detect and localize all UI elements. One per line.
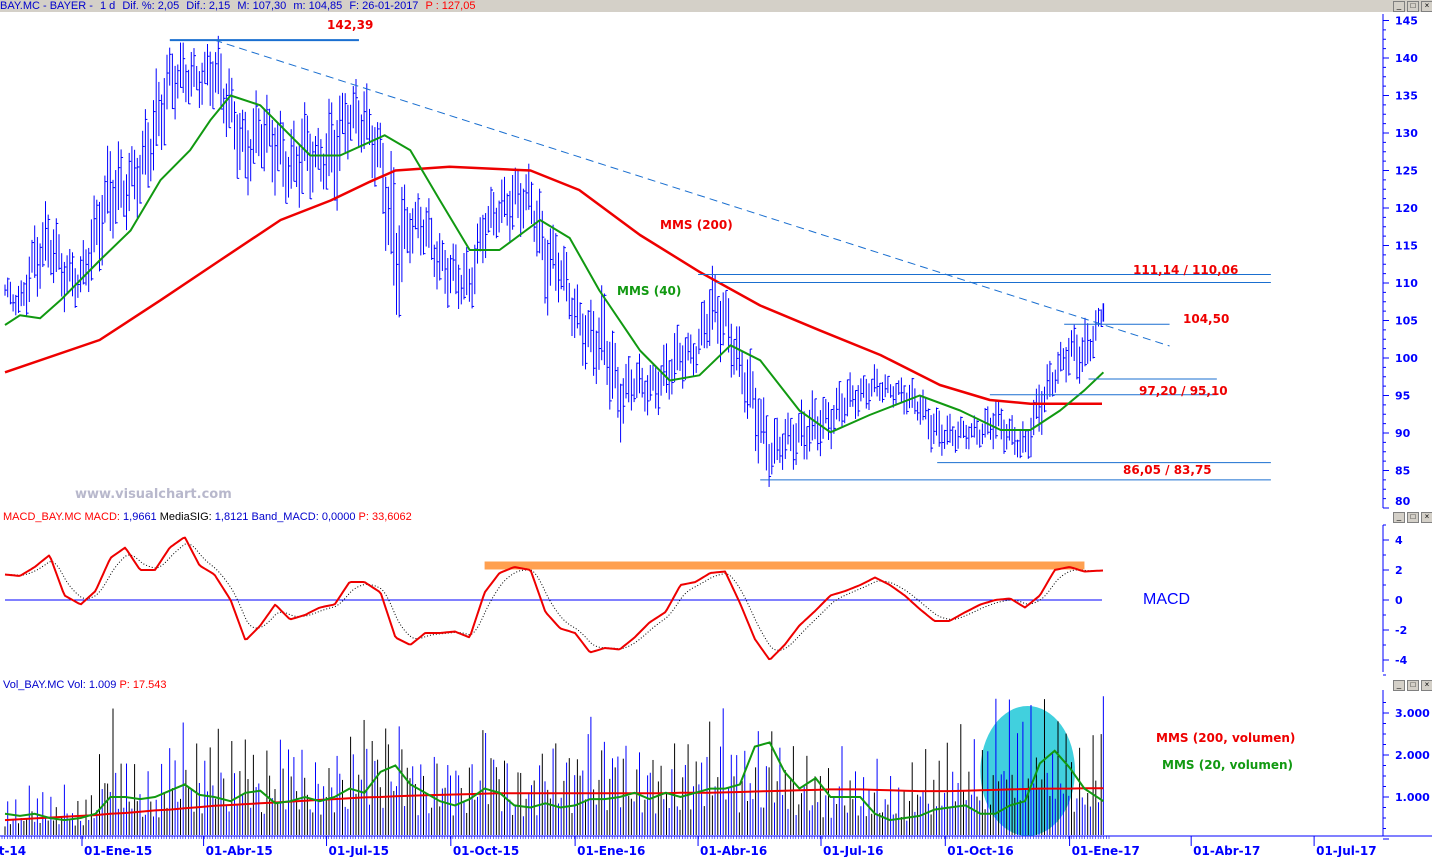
price-axis-label: 135 [1395, 90, 1418, 103]
band-label: Band_MACD: [251, 511, 319, 523]
x-axis-label: 01-Jul-15 [329, 844, 389, 857]
x-axis-label: 01-Oct-14 [0, 844, 26, 857]
close-button[interactable]: × [1421, 680, 1432, 691]
x-axis-label: 01-Oct-16 [947, 844, 1013, 857]
x-axis-label: 01-Abr-16 [700, 844, 767, 857]
symbol-label: BAY.MC - BAYER - [0, 0, 93, 12]
x-axis-label: 01-Jul-17 [1316, 844, 1376, 857]
volume-value: 1.009 [88, 679, 117, 691]
price-axis-label: 115 [1395, 240, 1418, 253]
macd-header: MACD_BAY.MC MACD: 1,9661 MediaSIG: 1,812… [3, 511, 412, 523]
price-panel [4, 35, 1271, 487]
price-axis-label: 120 [1395, 202, 1418, 215]
price-axis-label: 125 [1395, 165, 1418, 178]
x-axis-label: 01-Jul-16 [823, 844, 883, 857]
min-label: m: 104,85 [293, 0, 343, 12]
price-axis-label: 85 [1395, 465, 1410, 478]
price-axis-label: 80 [1395, 495, 1411, 508]
macd-axis-label: -2 [1395, 624, 1407, 637]
downtrend-line [214, 39, 1170, 347]
band-value: 0,0000 [321, 511, 356, 523]
x-axis-label: 01-Oct-15 [453, 844, 519, 857]
volume-mms20-line [4, 741, 1104, 822]
macd-axis-label: -4 [1395, 654, 1408, 667]
x-axis-label: 01-Abr-17 [1193, 844, 1260, 857]
macd-value: 1,9661 [123, 511, 157, 523]
period-label: 1 d [99, 0, 116, 12]
volume-mms200-line [4, 787, 1104, 822]
macd-line [4, 536, 1104, 661]
minimize-button[interactable]: _ [1393, 1, 1405, 12]
chart-title-bar: BAY.MC - BAYER - 1 d Dif. %: 2,05 Dif.: … [0, 0, 1432, 12]
volume-name: Vol_BAY.MC [3, 679, 65, 691]
signal-label: MediaSIG: [159, 511, 212, 523]
volume-panel-window-buttons: _ □ × [1393, 680, 1432, 691]
legend-mms20-volumen: MMS (20, volumen) [1162, 758, 1293, 772]
label-mms200: MMS (200) [660, 218, 733, 232]
price-axis-label: 140 [1395, 52, 1418, 65]
label-level-97: 97,20 / 95,10 [1139, 384, 1228, 398]
volume-panel [4, 696, 1104, 836]
label-level-111: 111,14 / 110,06 [1133, 263, 1238, 277]
price-axis-label: 130 [1395, 127, 1418, 140]
maximize-button[interactable]: □ [1407, 1, 1419, 12]
volume-axis-label: 1.000 [1395, 791, 1430, 804]
macd-name: MACD_BAY.MC [3, 511, 82, 523]
close-button[interactable]: × [1421, 1, 1432, 12]
price-axis-label: 95 [1395, 390, 1410, 403]
label-level-86: 86,05 / 83,75 [1123, 463, 1212, 477]
macd-signal-line [5, 543, 1104, 651]
price-axis-label: 105 [1395, 315, 1418, 328]
macd-axis-label: 0 [1395, 594, 1403, 607]
mms200-line [4, 165, 1102, 405]
volume-value-label: Vol: [67, 679, 86, 691]
price-axis-label: 110 [1395, 277, 1418, 290]
max-label: M: 107,30 [237, 0, 287, 12]
mms40-line [4, 94, 1105, 434]
macd-p-value: P: 33,6062 [358, 511, 412, 523]
macd-panel-window-buttons: _ □ × [1393, 512, 1432, 523]
macd-panel-label: MACD [1143, 591, 1190, 608]
p-label: P : 127,05 [425, 0, 476, 12]
price-axis-label: 145 [1395, 15, 1418, 28]
dif-pct-label: Dif. %: 2,05 [122, 0, 180, 12]
minimize-button[interactable]: _ [1393, 680, 1405, 691]
signal-value: 1,8121 [214, 511, 249, 523]
watermark: www.visualchart.com [75, 487, 232, 502]
maximize-button[interactable]: □ [1407, 512, 1419, 523]
macd-axis-label: 2 [1395, 564, 1403, 577]
label-level-104: 104,50 [1183, 312, 1229, 326]
dif-label: Dif.: 2,15 [186, 0, 231, 12]
price-axis-label: 90 [1395, 427, 1411, 440]
close-button[interactable]: × [1421, 512, 1432, 523]
x-axis-label: 01-Ene-16 [577, 844, 645, 857]
label-resistance-142: 142,39 [327, 18, 373, 32]
volume-axis-label: 3.000 [1395, 707, 1430, 720]
macd-axis-label: 4 [1395, 534, 1403, 547]
price-axis-label: 100 [1395, 352, 1418, 365]
x-axis-label: 01-Ene-15 [84, 844, 152, 857]
volume-header: Vol_BAY.MC Vol: 1.009 P: 17.543 [3, 679, 167, 691]
price-panel-window-buttons: _ □ × [1393, 1, 1432, 12]
x-axis-label: 01-Ene-17 [1072, 844, 1140, 857]
x-axis-label: 01-Abr-15 [206, 844, 273, 857]
minimize-button[interactable]: _ [1393, 512, 1405, 523]
legend-mms200-volumen: MMS (200, volumen) [1156, 731, 1295, 745]
macd-panel [4, 536, 1104, 661]
volume-p-value: P: 17.543 [119, 679, 167, 691]
label-mms40: MMS (40) [617, 284, 681, 298]
maximize-button[interactable]: □ [1407, 680, 1419, 691]
axes: 145 140 135 130 125 120 115 110 105 100 95 90 85 80 4 2… [0, 14, 1432, 857]
date-label: F: 26-01-2017 [349, 0, 419, 12]
macd-value-label: MACD: [84, 511, 120, 523]
volume-axis-label: 2.000 [1395, 749, 1430, 762]
